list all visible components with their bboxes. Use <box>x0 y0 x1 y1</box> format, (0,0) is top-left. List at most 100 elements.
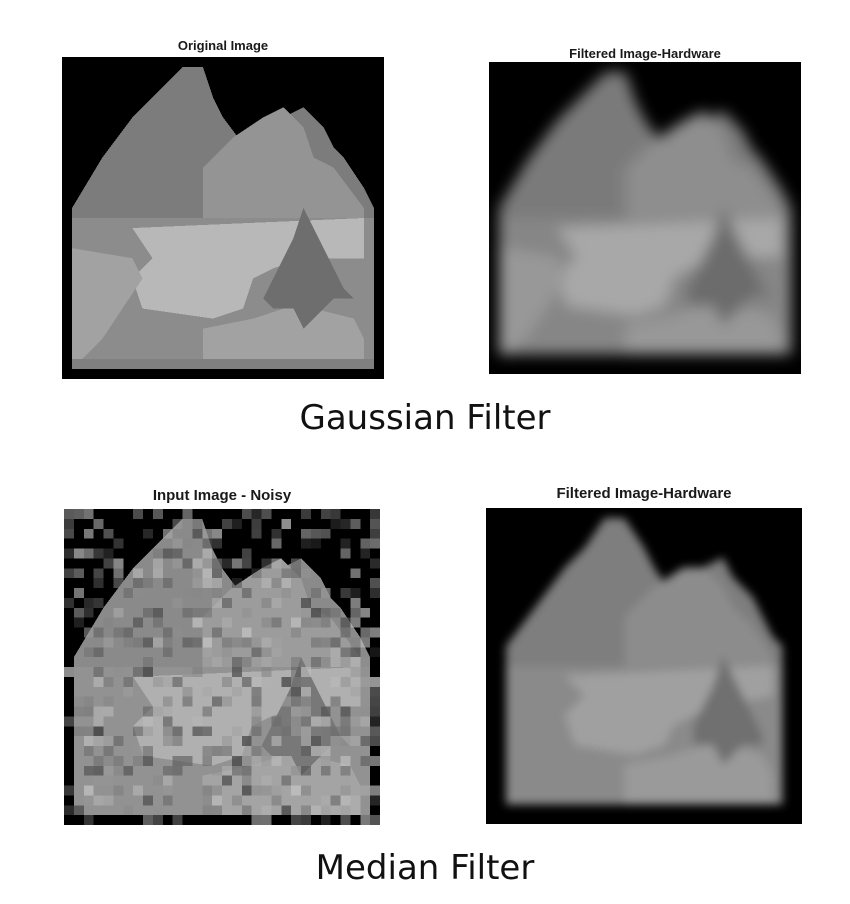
noise-pixel <box>291 706 301 717</box>
noise-pixel <box>162 637 173 648</box>
noise-pixel <box>83 627 94 638</box>
noise-pixel <box>222 746 232 756</box>
noise-pixel <box>212 765 222 776</box>
noise-pixel <box>291 726 301 737</box>
noise-pixel <box>73 607 84 618</box>
noise-pixel <box>192 518 203 529</box>
noise-pixel <box>281 726 292 737</box>
noise-pixel <box>340 588 351 598</box>
noise-pixel <box>241 765 252 776</box>
noise-pixel <box>301 686 311 697</box>
noise-pixel <box>251 785 262 796</box>
noise-pixel <box>251 518 262 529</box>
noise-pixel <box>281 775 292 786</box>
noise-pixel <box>202 805 213 816</box>
noise-pixel <box>271 558 282 569</box>
noise-pixel <box>301 617 311 628</box>
noise-pixel <box>330 696 341 707</box>
noise-pixel <box>172 558 183 569</box>
noise-pixel <box>271 795 282 806</box>
noise-pixel <box>222 558 232 569</box>
noise-pixel <box>370 578 380 588</box>
noise-pixel <box>182 706 193 717</box>
noise-pixel <box>241 795 252 806</box>
noise-pixel <box>143 795 153 806</box>
noise-pixel <box>162 726 173 737</box>
noise-pixel <box>281 676 292 687</box>
noise-pixel <box>182 686 193 697</box>
noise-pixel <box>103 696 114 707</box>
noise-pixel <box>103 775 114 786</box>
noise-pixel <box>103 528 114 539</box>
noise-pixel <box>222 805 232 816</box>
noise-pixel <box>73 696 84 707</box>
noise-pixel <box>271 597 282 608</box>
noise-pixel <box>113 627 124 638</box>
noise-pixel <box>241 805 252 816</box>
noise-pixel <box>370 558 380 569</box>
noise-pixel <box>64 716 74 727</box>
noise-pixel <box>320 716 331 727</box>
noise-pixel <box>143 755 153 766</box>
noise-pixel <box>360 755 371 766</box>
noise-pixel <box>370 676 380 687</box>
noise-pixel <box>222 736 232 746</box>
noise-pixel <box>133 588 143 598</box>
noise-pixel <box>251 746 262 756</box>
noise-pixel <box>152 617 163 628</box>
noise-pixel <box>320 746 331 756</box>
noise-pixel <box>291 657 301 667</box>
noise-pixel <box>93 548 104 559</box>
noise-pixel <box>143 706 153 717</box>
noise-pixel <box>271 578 282 588</box>
noise-pixel <box>133 755 143 766</box>
noise-pixel <box>182 509 193 519</box>
noise-pixel <box>123 588 134 598</box>
noise-pixel <box>301 696 311 707</box>
noise-pixel <box>73 548 84 559</box>
noise-pixel <box>113 578 124 588</box>
noise-pixel <box>350 736 361 746</box>
noise-pixel <box>83 509 94 519</box>
noise-pixel <box>251 696 262 707</box>
noise-pixel <box>231 667 242 677</box>
noise-pixel <box>231 795 242 806</box>
noise-pixel <box>152 676 163 687</box>
noise-pixel <box>123 667 134 677</box>
noise-pixel <box>212 785 222 796</box>
noise-pixel <box>64 518 74 529</box>
noise-pixel <box>291 785 301 796</box>
noise-pixel <box>271 716 282 727</box>
noise-pixel <box>123 686 134 697</box>
noise-pixel <box>212 805 222 816</box>
noise-pixel <box>261 775 272 786</box>
noise-pixel <box>133 785 143 796</box>
noise-pixel <box>83 746 94 756</box>
noise-pixel <box>330 726 341 737</box>
noise-pixel <box>162 736 173 746</box>
noise-pixel <box>360 607 371 618</box>
noise-pixel <box>182 755 193 766</box>
noise-pixel <box>152 706 163 717</box>
noise-pixel <box>93 518 104 529</box>
noise-pixel <box>370 627 380 638</box>
noise-pixel <box>370 647 380 658</box>
noise-pixel <box>350 667 361 677</box>
noise-pixel <box>320 637 331 648</box>
noise-pixel <box>133 617 143 628</box>
noise-pixel <box>370 755 380 766</box>
original-image-title: Original Image <box>177 38 269 53</box>
noise-pixel <box>83 597 94 608</box>
noise-pixel <box>241 509 252 519</box>
noise-pixel <box>93 736 104 746</box>
noise-pixel <box>350 686 361 697</box>
noise-pixel <box>291 627 301 638</box>
noise-pixel <box>202 755 213 766</box>
noise-pixel <box>152 568 163 579</box>
noise-pixel <box>271 538 282 549</box>
noise-pixel <box>202 528 213 539</box>
noise-pixel <box>330 805 341 816</box>
noise-pixel <box>241 736 252 746</box>
noise-pixel <box>291 676 301 687</box>
noise-pixel <box>73 805 84 816</box>
